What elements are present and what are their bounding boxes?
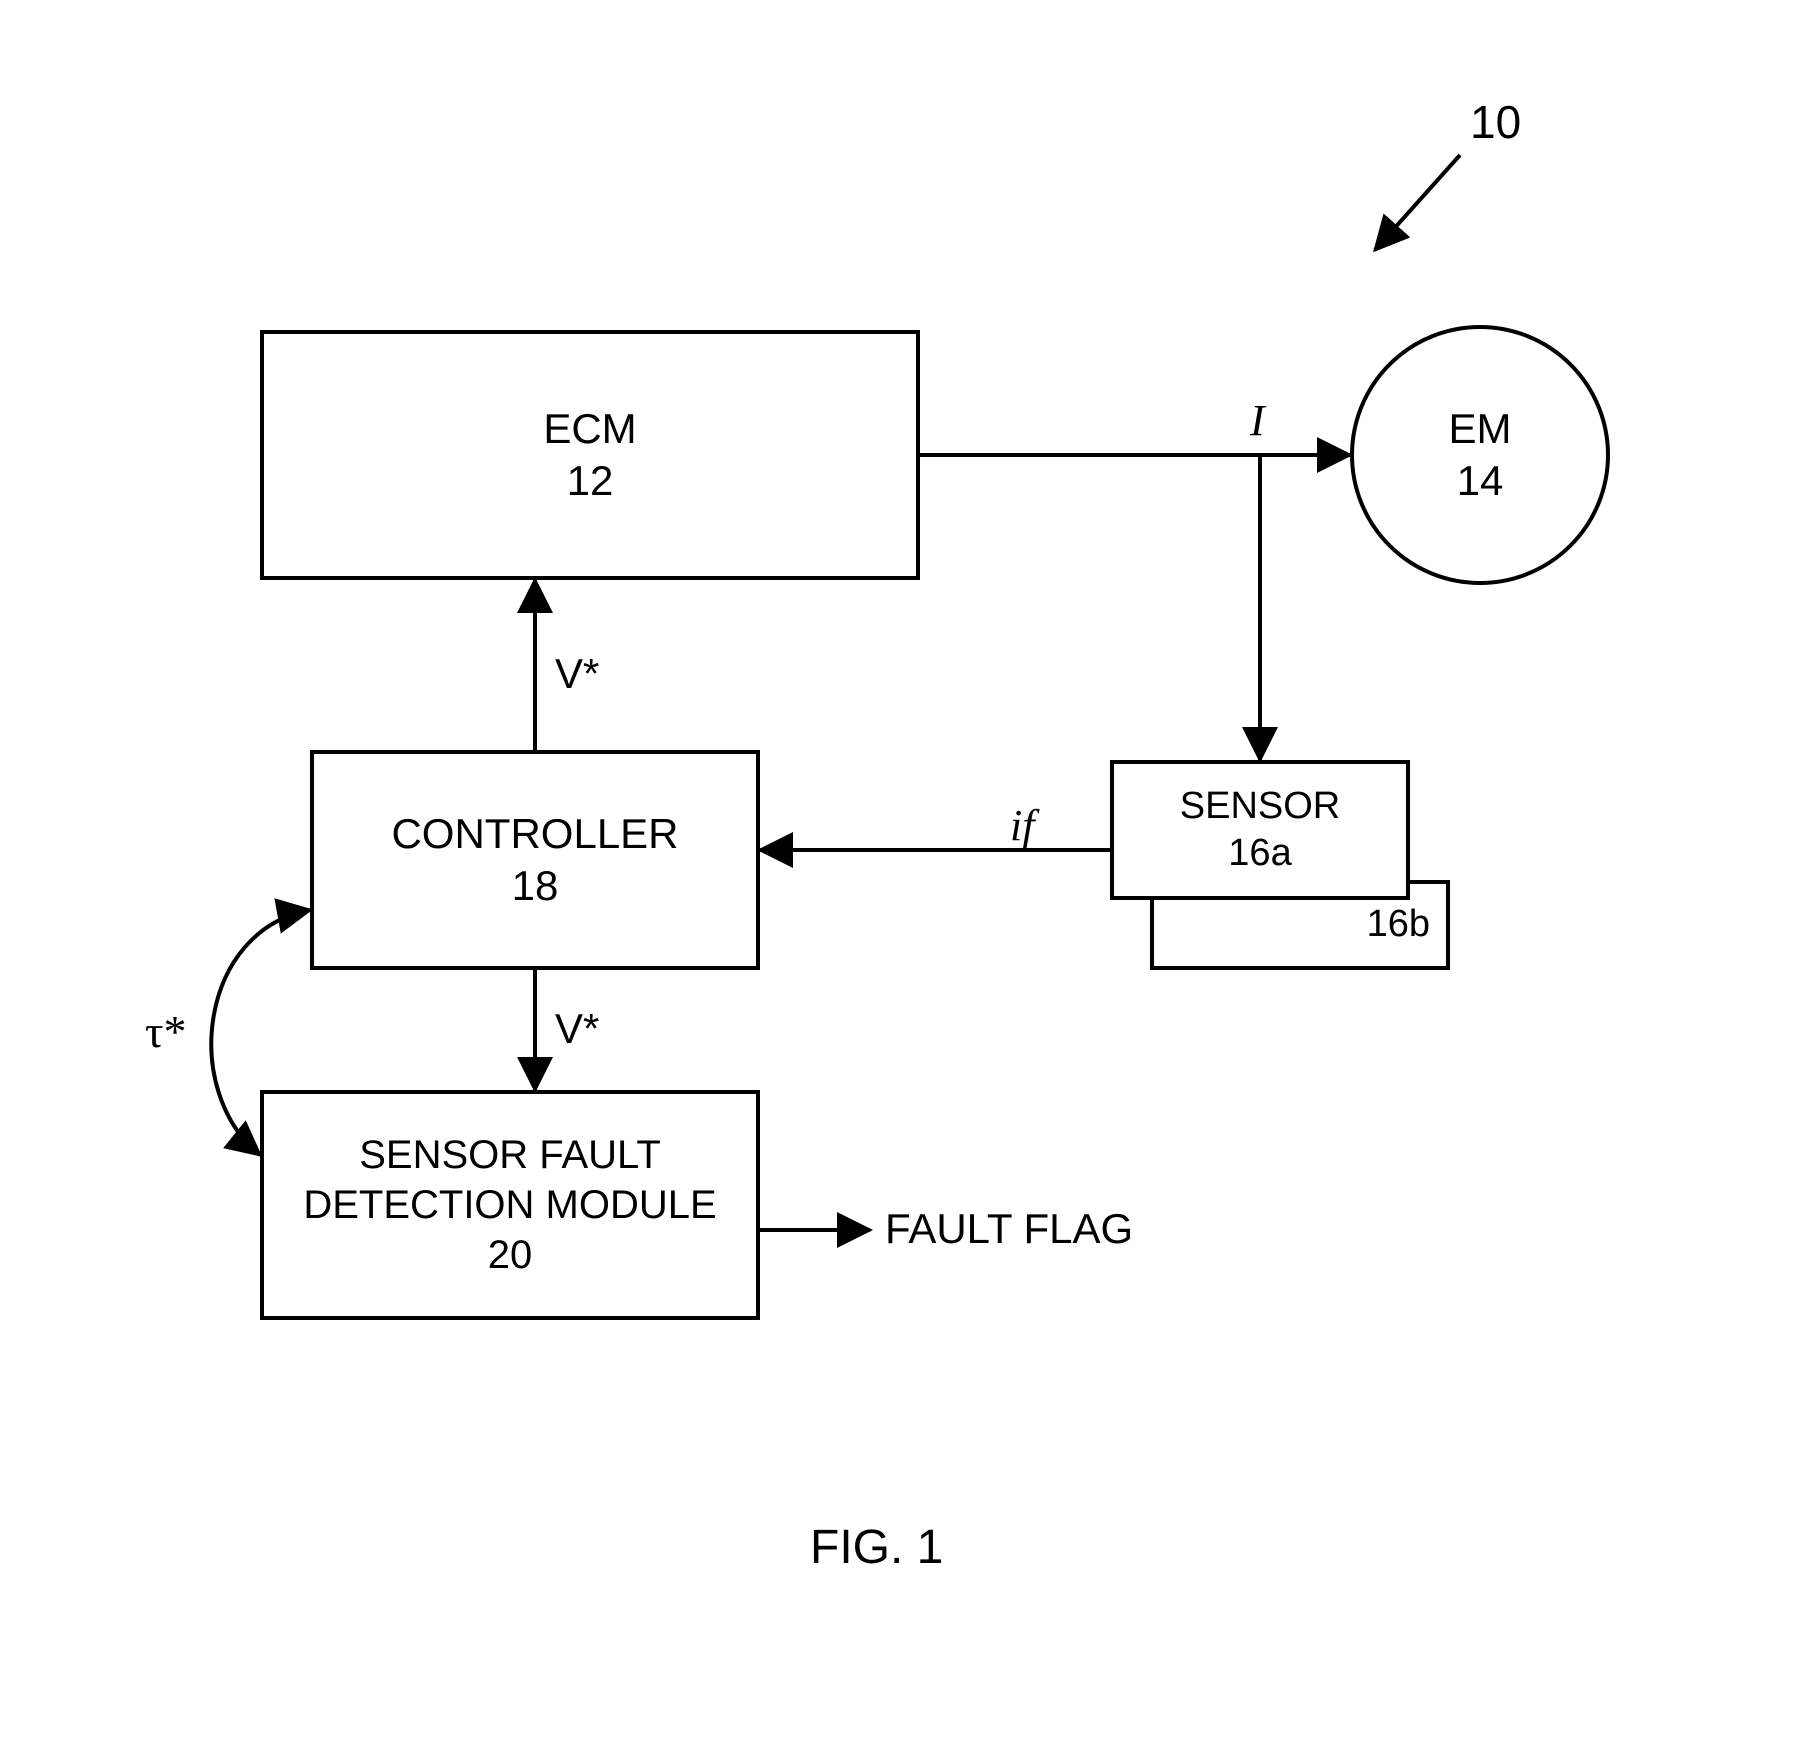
ref-number-10: 10 <box>1470 95 1521 149</box>
block-sensor-b-num: 16b <box>1367 901 1430 949</box>
block-controller-title: CONTROLLER <box>391 808 678 861</box>
signal-fault-flag: FAULT FLAG <box>885 1205 1133 1253</box>
block-sfdm: SENSOR FAULT DETECTION MODULE 20 <box>260 1090 760 1320</box>
block-controller-num: 18 <box>512 860 559 913</box>
block-ecm-title: ECM <box>543 403 636 456</box>
block-em-title: EM <box>1449 403 1512 456</box>
block-sensor-a-num: 16a <box>1228 830 1291 878</box>
connections-layer <box>0 0 1801 1741</box>
ref-arrow-10 <box>1375 155 1460 250</box>
block-sensor-a-title: SENSOR <box>1180 783 1340 831</box>
signal-tau-star: τ* <box>145 1005 187 1058</box>
block-ecm-num: 12 <box>567 455 614 508</box>
block-em: EM 14 <box>1350 325 1610 585</box>
block-sensor-a: SENSOR 16a <box>1110 760 1410 900</box>
figure-canvas: 10 ECM 12 EM 14 CONTROLLER 18 16b SENSOR… <box>0 0 1801 1741</box>
signal-Vstar-up: V* <box>555 650 599 698</box>
block-sfdm-title-l2: DETECTION MODULE <box>303 1180 716 1230</box>
figure-caption: FIG. 1 <box>810 1520 943 1575</box>
block-ecm: ECM 12 <box>260 330 920 580</box>
signal-I: I <box>1250 395 1265 446</box>
block-sfdm-title-l1: SENSOR FAULT <box>359 1130 661 1180</box>
block-em-num: 14 <box>1457 455 1504 508</box>
signal-if: if <box>1010 800 1034 851</box>
signal-Vstar-down: V* <box>555 1005 599 1053</box>
block-controller: CONTROLLER 18 <box>310 750 760 970</box>
block-sfdm-num: 20 <box>488 1230 533 1280</box>
